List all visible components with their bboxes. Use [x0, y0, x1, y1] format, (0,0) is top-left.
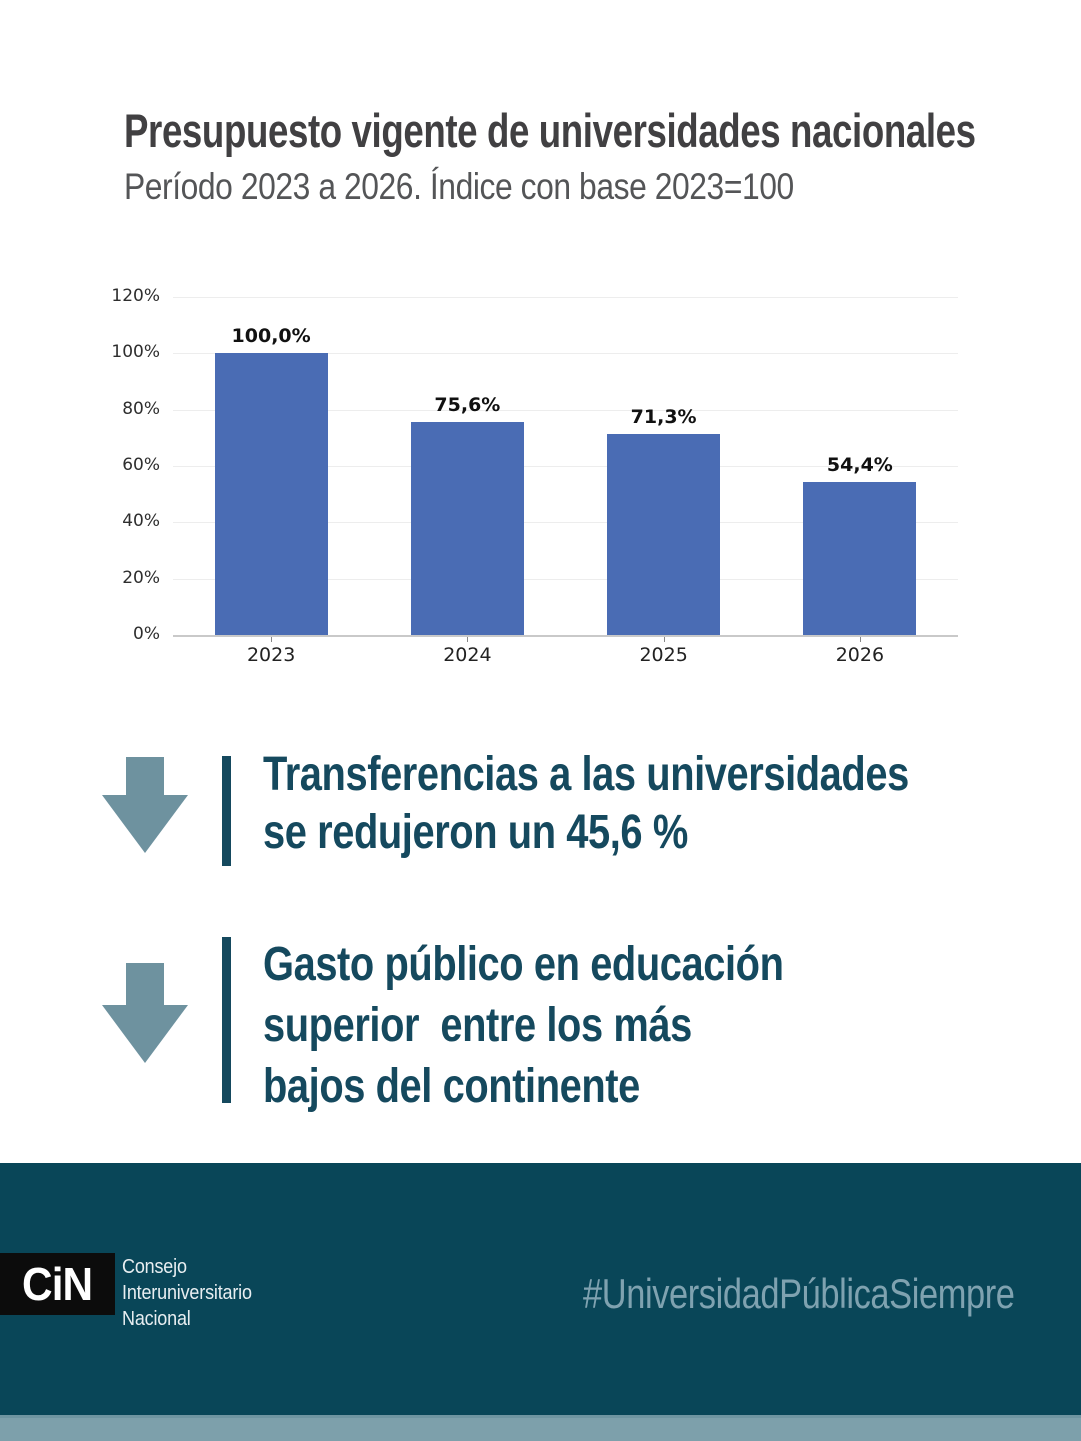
cin-logo-text: CiN: [22, 1258, 93, 1310]
y-gridline: [173, 522, 958, 524]
org-name: Consejo Interuniversitario Nacional: [122, 1254, 252, 1332]
callout-transferencias: Transferencias a las universidades se re…: [263, 746, 909, 862]
x-tick: [859, 637, 861, 642]
bar-value-label: 54,4%: [826, 453, 893, 476]
y-gridline: [173, 578, 958, 580]
y-axis-label: 0%: [133, 624, 160, 644]
footer: CiN Consejo Interuniversitario Nacional …: [0, 1163, 1081, 1441]
callout-line: bajos del continente: [263, 1060, 640, 1113]
y-axis-label: 80%: [122, 398, 160, 419]
x-tick: [663, 637, 665, 642]
callout-line: Gasto público en educación: [263, 938, 784, 991]
org-name-line: Nacional: [122, 1308, 191, 1330]
x-tick: [467, 637, 469, 642]
y-axis-label: 120%: [111, 286, 160, 306]
y-axis-label: 100%: [111, 342, 160, 363]
bar-2025: [607, 434, 721, 635]
x-axis-line: [173, 635, 958, 637]
bar-value-label: 100,0%: [231, 325, 311, 348]
bar-2026: [803, 481, 917, 635]
callout-line: Transferencias a las universidades: [263, 748, 909, 801]
page-subtitle: Período 2023 a 2026. Índice con base 202…: [124, 166, 794, 207]
budget-index-bar-chart: 0% 20% 40% 60% 80% 100% 120% 100,0% 2023 75,6% 202…: [0, 0, 1081, 700]
callout-line: superior entre los más: [263, 999, 692, 1052]
y-gridline: [173, 466, 958, 467]
x-axis-label: 2025: [639, 644, 688, 666]
bar-2023: [214, 353, 328, 635]
callout-divider: [222, 937, 231, 1103]
down-arrow-icon: [102, 795, 188, 853]
y-axis-label: 60%: [122, 455, 160, 475]
x-axis-label: 2026: [835, 644, 885, 666]
x-axis-label: 2023: [246, 644, 296, 666]
org-name-line: Consejo: [122, 1256, 187, 1278]
down-arrow-icon: [102, 1005, 188, 1063]
bar-value-label: 75,6%: [434, 394, 501, 417]
hashtag: #UniversidadPúblicaSiempre: [583, 1270, 1015, 1317]
callout-gasto-publico: Gasto público en educación superior entr…: [263, 934, 784, 1117]
down-arrow-icon: [126, 963, 164, 1007]
callout-line: se redujeron un 45,6 %: [263, 806, 688, 859]
bar-value-label: 71,3%: [630, 406, 697, 429]
footer-accent-strip: [0, 1415, 1081, 1441]
org-name-line: Interuniversitario: [122, 1282, 252, 1304]
y-axis-label: 20%: [122, 567, 160, 588]
x-tick: [271, 637, 273, 642]
callout-divider: [222, 756, 231, 866]
x-axis-label: 2024: [443, 644, 492, 666]
page-title: Presupuesto vigente de universidades nac…: [124, 104, 976, 157]
bar-2024: [410, 422, 524, 635]
y-gridline: [173, 297, 958, 298]
down-arrow-icon: [126, 757, 164, 797]
y-gridline: [173, 353, 958, 355]
cin-logo: CiN: [0, 1253, 115, 1315]
y-axis-label: 40%: [122, 511, 160, 532]
y-gridline: [173, 409, 958, 411]
